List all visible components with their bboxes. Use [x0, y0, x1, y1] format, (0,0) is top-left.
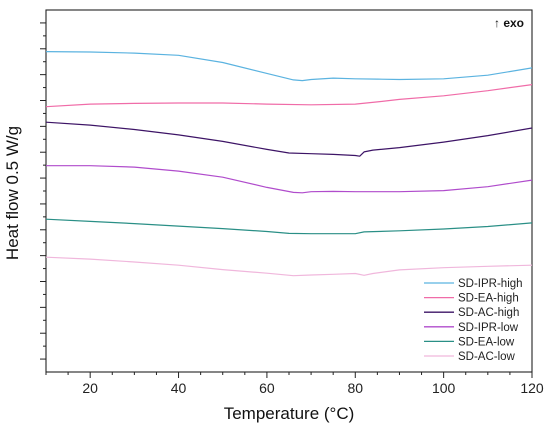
series-line-3 [45, 121, 533, 157]
x-tick-label: 120 [520, 380, 544, 396]
legend: SD-IPR-high SD-EA-high SD-AC-high SD-IPR-lo… [424, 278, 523, 363]
x-tick-label: 20 [82, 380, 98, 396]
legend-label: SD-AC-low [458, 351, 516, 363]
legend-label: SD-IPR-low [458, 322, 519, 334]
series-lines [45, 51, 533, 277]
x-tick-label: 80 [347, 380, 363, 396]
x-tick-labels: 20 40 60 80 100 120 [82, 380, 543, 396]
legend-label: SD-IPR-high [458, 278, 523, 290]
series-line-2 [45, 84, 533, 108]
series-line-1 [45, 51, 533, 82]
x-tick-label: 40 [171, 380, 187, 396]
x-tick-label: 100 [432, 380, 456, 396]
y-axis-title: Heat flow 0.5 W/g [3, 126, 22, 260]
axis-ticks [40, 22, 533, 378]
legend-label: SD-AC-high [458, 307, 519, 319]
series-line-4 [46, 165, 533, 194]
legend-label: SD-EA-low [458, 336, 515, 348]
series-line-6 [45, 256, 533, 277]
x-axis-title: Temperature (°C) [224, 404, 355, 423]
series-line-5 [45, 218, 533, 235]
x-tick-label: 60 [259, 380, 275, 396]
exo-annotation: ↑ exo [494, 16, 524, 30]
legend-label: SD-EA-high [458, 293, 519, 305]
